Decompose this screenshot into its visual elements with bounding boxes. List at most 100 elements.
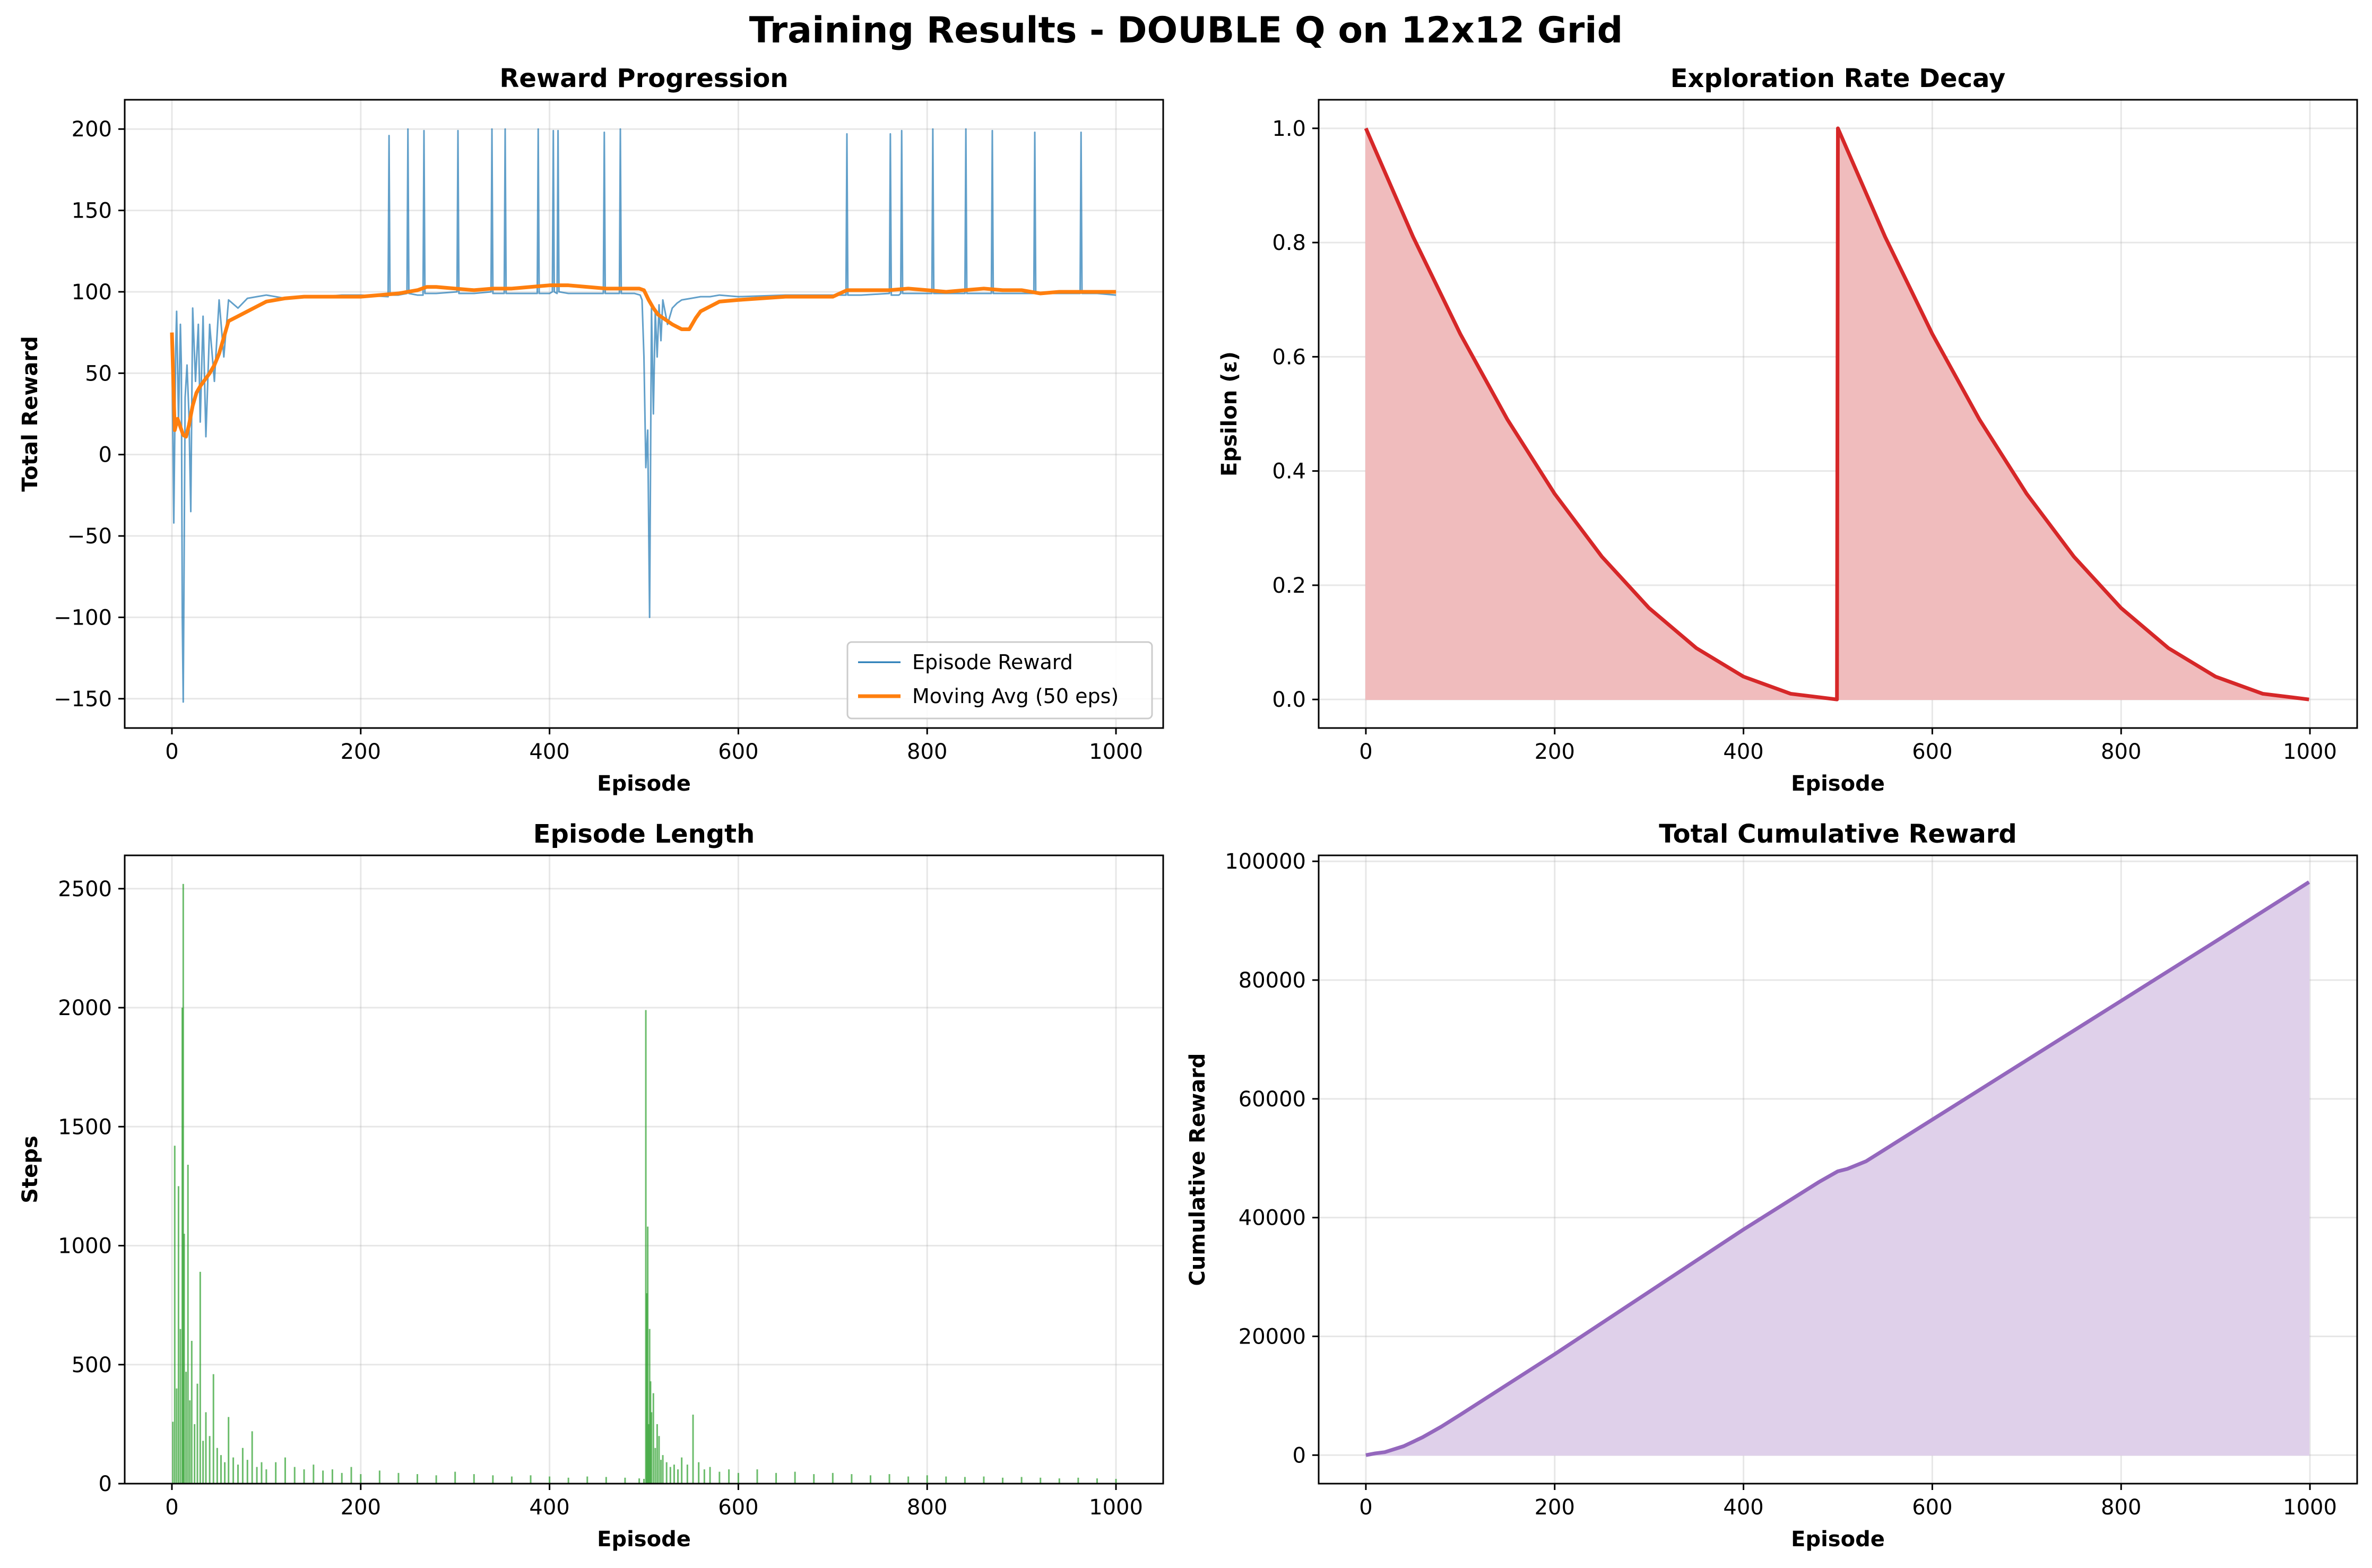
length-bar <box>232 1457 235 1484</box>
cumulative-axes-frame <box>1318 854 2358 1485</box>
length-xtick-label: 1000 <box>1089 1495 1143 1520</box>
length-bar <box>284 1457 286 1484</box>
length-ytick-label: 1500 <box>58 1115 112 1139</box>
reward-axes-frame <box>124 99 1164 729</box>
length-bar <box>643 1479 645 1484</box>
cumulative-series-0-fill <box>1365 881 2310 1456</box>
length-ytick-label: 1000 <box>58 1234 112 1259</box>
length-bar <box>181 1008 184 1484</box>
length-bar <box>177 1186 179 1484</box>
cumulative-xtick-label: 0 <box>1359 1495 1372 1520</box>
length-bar <box>888 1474 890 1484</box>
length-bar <box>224 1462 226 1484</box>
length-bar <box>1020 1477 1023 1484</box>
cumulative-xtick-label: 800 <box>2101 1495 2141 1520</box>
figure-title: Training Results - DOUBLE Q on 12x12 Gri… <box>749 10 1623 51</box>
length-bar <box>638 1478 640 1484</box>
cumulative-ytick-label: 20000 <box>1239 1324 1306 1349</box>
length-bar <box>313 1465 315 1484</box>
length-bar <box>510 1476 513 1484</box>
length-bar <box>652 1393 654 1484</box>
length-bar <box>945 1476 947 1484</box>
length-bar <box>983 1476 985 1484</box>
length-bar <box>794 1471 796 1484</box>
epsilon-xtick-label: 200 <box>1535 740 1575 764</box>
cumulative-ylabel: Cumulative Reward <box>1185 1053 1210 1286</box>
length-bar <box>417 1474 419 1484</box>
length-bar <box>397 1472 400 1484</box>
length-ytick-label: 2000 <box>58 996 112 1020</box>
length-axes-frame <box>124 854 1164 1485</box>
reward-legend-box <box>846 641 1153 720</box>
epsilon-ylabel: Epsilon (ε) <box>1217 351 1242 477</box>
length-bar <box>907 1476 910 1484</box>
length-xtick-label: 400 <box>529 1495 569 1520</box>
length-bar <box>648 1329 651 1484</box>
reward-xtick-label: 800 <box>907 740 947 764</box>
length-bar <box>322 1470 324 1484</box>
epsilon-xtick-label: 1000 <box>2283 740 2337 764</box>
length-bar <box>174 1146 176 1484</box>
reward-legend-label: Moving Avg (50 eps) <box>912 685 1119 708</box>
reward-xtick-label: 600 <box>718 740 758 764</box>
reward-ytick-label: 150 <box>72 199 112 223</box>
length-bar <box>728 1469 730 1484</box>
cumulative-title: Total Cumulative Reward <box>1659 819 2017 849</box>
epsilon-xtick-label: 400 <box>1723 740 1763 764</box>
length-bar <box>737 1472 739 1484</box>
length-bar <box>775 1472 777 1484</box>
cumulative-xlabel: Episode <box>1791 1527 1885 1552</box>
cumulative-ytick-label: 80000 <box>1239 968 1306 993</box>
length-bar <box>832 1472 834 1484</box>
length-bar <box>435 1475 437 1484</box>
length-bar <box>656 1424 658 1484</box>
length-ylabel: Steps <box>18 1136 42 1203</box>
length-bar <box>187 1165 189 1484</box>
length-bar <box>185 1372 187 1484</box>
length-bar <box>341 1472 343 1484</box>
length-bar <box>709 1467 711 1484</box>
reward-ylabel: Total Reward <box>18 336 42 491</box>
length-bar <box>647 1424 650 1484</box>
length-bar <box>378 1470 380 1484</box>
length-bar <box>1077 1477 1079 1484</box>
reward-legend-label: Episode Reward <box>912 651 1073 674</box>
length-bar <box>182 883 184 1484</box>
reward-series-1-line <box>170 283 1116 439</box>
reward-xtick-label: 0 <box>165 740 178 764</box>
reward-xtick-label: 400 <box>529 740 569 764</box>
length-bar <box>473 1474 475 1484</box>
length-bar <box>681 1457 683 1484</box>
length-bar <box>530 1475 532 1484</box>
length-bar <box>926 1475 928 1484</box>
length-bar <box>251 1431 253 1484</box>
cumulative-xtick-label: 600 <box>1912 1495 1952 1520</box>
reward-ytick-label: −150 <box>54 687 112 712</box>
length-bar <box>1115 1479 1117 1484</box>
length-ytick-label: 2500 <box>58 877 112 902</box>
length-bar <box>654 1448 656 1484</box>
length-bar <box>241 1448 244 1484</box>
length-bar <box>303 1469 305 1484</box>
cumulative-ytick-label: 60000 <box>1239 1087 1306 1112</box>
length-bar <box>646 1293 648 1484</box>
reward-series-0-line <box>171 128 1116 703</box>
length-bar <box>660 1460 662 1484</box>
length-bar <box>756 1469 758 1484</box>
epsilon-title: Exploration Rate Decay <box>1670 64 2005 93</box>
epsilon-ytick-label: 0.4 <box>1272 460 1306 484</box>
epsilon-xlabel: Episode <box>1791 772 1885 796</box>
length-bar <box>176 1388 178 1484</box>
length-bar <box>686 1465 688 1484</box>
length-bar <box>196 1383 198 1484</box>
length-bar <box>662 1455 664 1484</box>
length-bar <box>189 1400 191 1484</box>
length-bar <box>1096 1478 1098 1484</box>
length-bar <box>261 1462 263 1484</box>
length-bar <box>293 1467 296 1484</box>
length-bar <box>669 1467 671 1484</box>
length-bar <box>331 1469 333 1484</box>
length-bar <box>677 1469 679 1484</box>
reward-ytick-label: −100 <box>54 605 112 630</box>
